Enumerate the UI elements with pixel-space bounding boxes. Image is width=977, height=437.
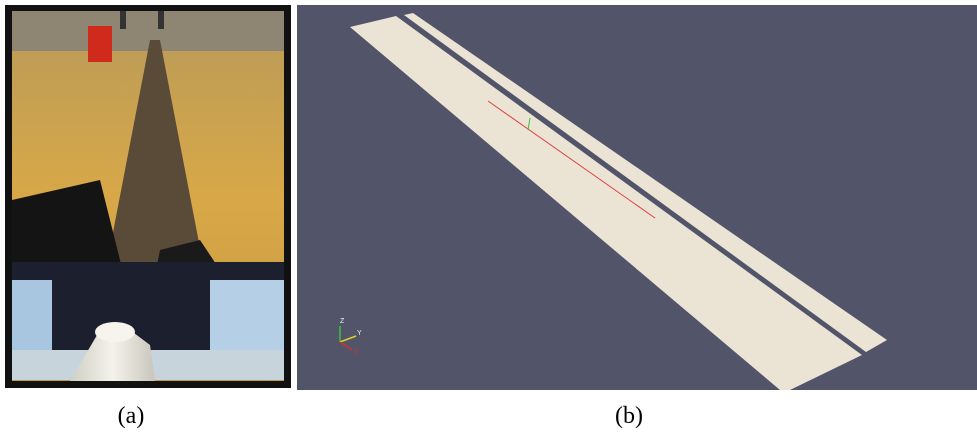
panel-label: (b) [615,403,643,429]
axis-label: Z [340,318,345,325]
page: Z Y X (a) (b) (() => { const data = JSON… [0,0,977,437]
axis-label: Y [357,330,362,337]
photo [5,5,291,388]
axis-label: X [354,349,359,356]
figure: Z Y X (a) (b) [0,0,977,437]
render: Z Y X [297,5,977,390]
panel-label: (a) [118,403,145,429]
